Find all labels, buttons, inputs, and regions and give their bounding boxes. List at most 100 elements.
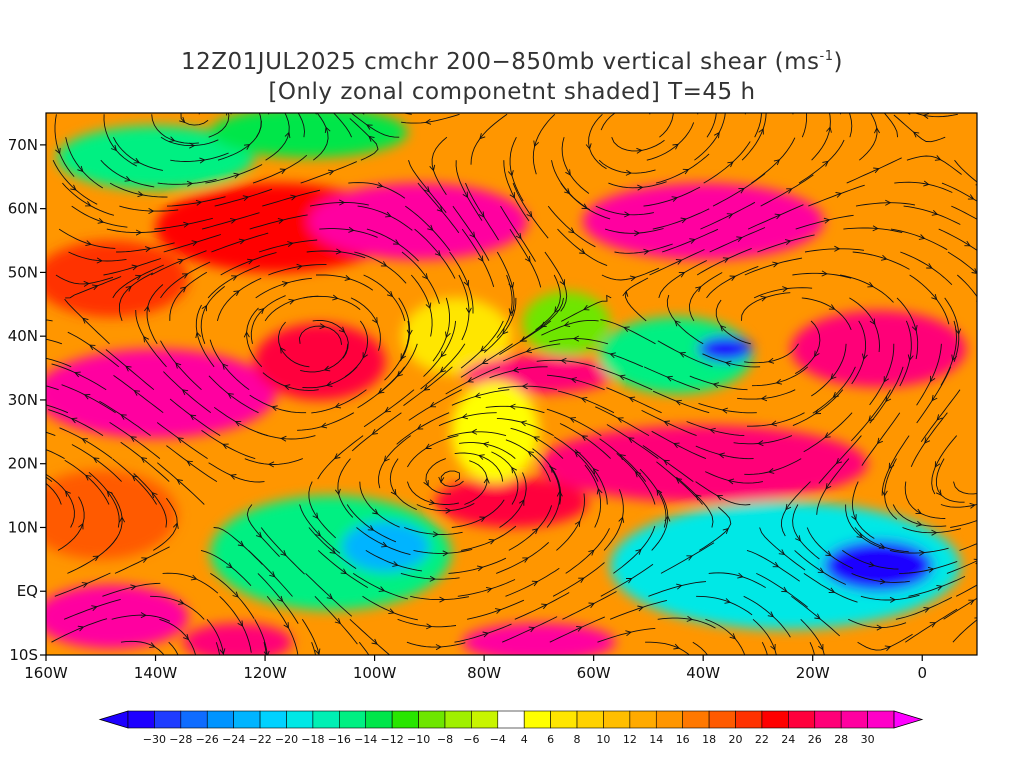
streamline xyxy=(741,113,767,161)
streamline xyxy=(350,297,381,351)
colorbar-swatch xyxy=(761,710,789,729)
lon-tick-label: 140W xyxy=(134,664,178,682)
streamlines-layer xyxy=(46,98,977,655)
streamline-arrow xyxy=(515,232,522,240)
streamline-arrow xyxy=(371,638,378,645)
streamline-arrow xyxy=(383,455,390,462)
streamline xyxy=(170,152,229,162)
streamline-arrow xyxy=(319,323,326,330)
streamline xyxy=(311,642,316,655)
streamline xyxy=(403,366,453,406)
streamline-arrow xyxy=(141,557,148,563)
streamline xyxy=(559,423,611,459)
streamline xyxy=(114,546,170,574)
streamline-arrow xyxy=(569,417,576,423)
streamline xyxy=(67,331,120,368)
streamline-arrow xyxy=(729,275,737,281)
streamline-arrow xyxy=(770,643,776,651)
shading-region-3 xyxy=(56,125,255,190)
streamline-arrow xyxy=(585,143,592,150)
streamline-arrow xyxy=(429,164,436,172)
streamline-arrow xyxy=(119,516,126,523)
streamline xyxy=(308,481,337,539)
streamline-arrow xyxy=(82,317,89,324)
streamline-arrow xyxy=(918,549,926,556)
streamline xyxy=(317,435,364,480)
streamline xyxy=(703,141,751,184)
streamline-arrow xyxy=(388,608,395,615)
shading-region-22 xyxy=(462,623,616,655)
streamline-arrow xyxy=(92,555,100,562)
streamline xyxy=(378,435,411,489)
streamline xyxy=(746,549,800,582)
streamline xyxy=(154,217,213,230)
streamline xyxy=(753,287,813,299)
streamline-arrow xyxy=(461,413,469,420)
streamline-arrow xyxy=(885,199,892,206)
streamline-arrow xyxy=(190,574,198,581)
streamline-arrow xyxy=(727,478,735,485)
streamline-arrow xyxy=(255,531,263,538)
streamline-arrow xyxy=(435,644,442,651)
streamline xyxy=(800,618,825,655)
streamline xyxy=(354,251,407,284)
streamline-arrow xyxy=(618,516,625,523)
streamline-arrow xyxy=(825,483,832,490)
lon-tick-label: 20W xyxy=(796,664,830,682)
streamline xyxy=(405,205,451,251)
streamline-arrow xyxy=(718,452,725,459)
streamline xyxy=(697,113,699,115)
streamline xyxy=(305,573,353,617)
streamline-arrow xyxy=(70,184,77,191)
streamline xyxy=(848,618,907,629)
streamline xyxy=(643,366,701,391)
streamline xyxy=(457,579,516,597)
streamline-arrow xyxy=(429,575,436,582)
streamline-arrow xyxy=(439,366,447,373)
streamline xyxy=(756,572,808,608)
streamline xyxy=(639,468,667,528)
streamline-arrow xyxy=(918,234,926,240)
streamline xyxy=(311,389,367,414)
streamline-arrow xyxy=(673,442,680,449)
streamline xyxy=(425,458,452,495)
shading-region-4 xyxy=(210,113,408,158)
streamline-arrow xyxy=(326,593,334,600)
streamline-arrow xyxy=(509,403,516,410)
streamline xyxy=(659,113,674,138)
streamline-arrow xyxy=(737,572,744,579)
streamline-arrow xyxy=(144,246,152,253)
colorbar-label: 20 xyxy=(729,733,743,746)
streamline-arrow xyxy=(92,284,99,291)
streamline xyxy=(657,617,716,629)
streamline-arrow xyxy=(724,360,732,367)
streamline-arrow xyxy=(674,320,681,327)
colorbar-swatch xyxy=(418,710,446,729)
streamline-arrow xyxy=(729,633,736,640)
streamline-arrow xyxy=(518,499,525,506)
streamline xyxy=(503,160,530,222)
streamline xyxy=(604,228,664,234)
streamline-arrow xyxy=(247,258,254,265)
streamline xyxy=(255,277,312,299)
streamline xyxy=(509,137,524,202)
streamline xyxy=(869,366,904,424)
streamline xyxy=(502,616,558,643)
streamline xyxy=(935,458,965,503)
streamline-arrow xyxy=(814,350,820,358)
streamline xyxy=(299,504,341,554)
streamline-arrow xyxy=(233,290,240,297)
streamline-arrow xyxy=(520,420,527,427)
streamline-arrow xyxy=(348,226,355,233)
streamline xyxy=(660,542,715,574)
streamline xyxy=(414,228,456,279)
streamline-arrow xyxy=(287,241,294,247)
streamline xyxy=(803,412,853,453)
streamline-arrow xyxy=(803,98,808,104)
streamline-arrow xyxy=(379,104,385,109)
streamline xyxy=(105,349,155,391)
lat-tick-label: 10N xyxy=(8,518,38,536)
streamline-arrow xyxy=(445,331,451,339)
streamline xyxy=(557,390,615,414)
streamline-arrow xyxy=(312,512,319,520)
